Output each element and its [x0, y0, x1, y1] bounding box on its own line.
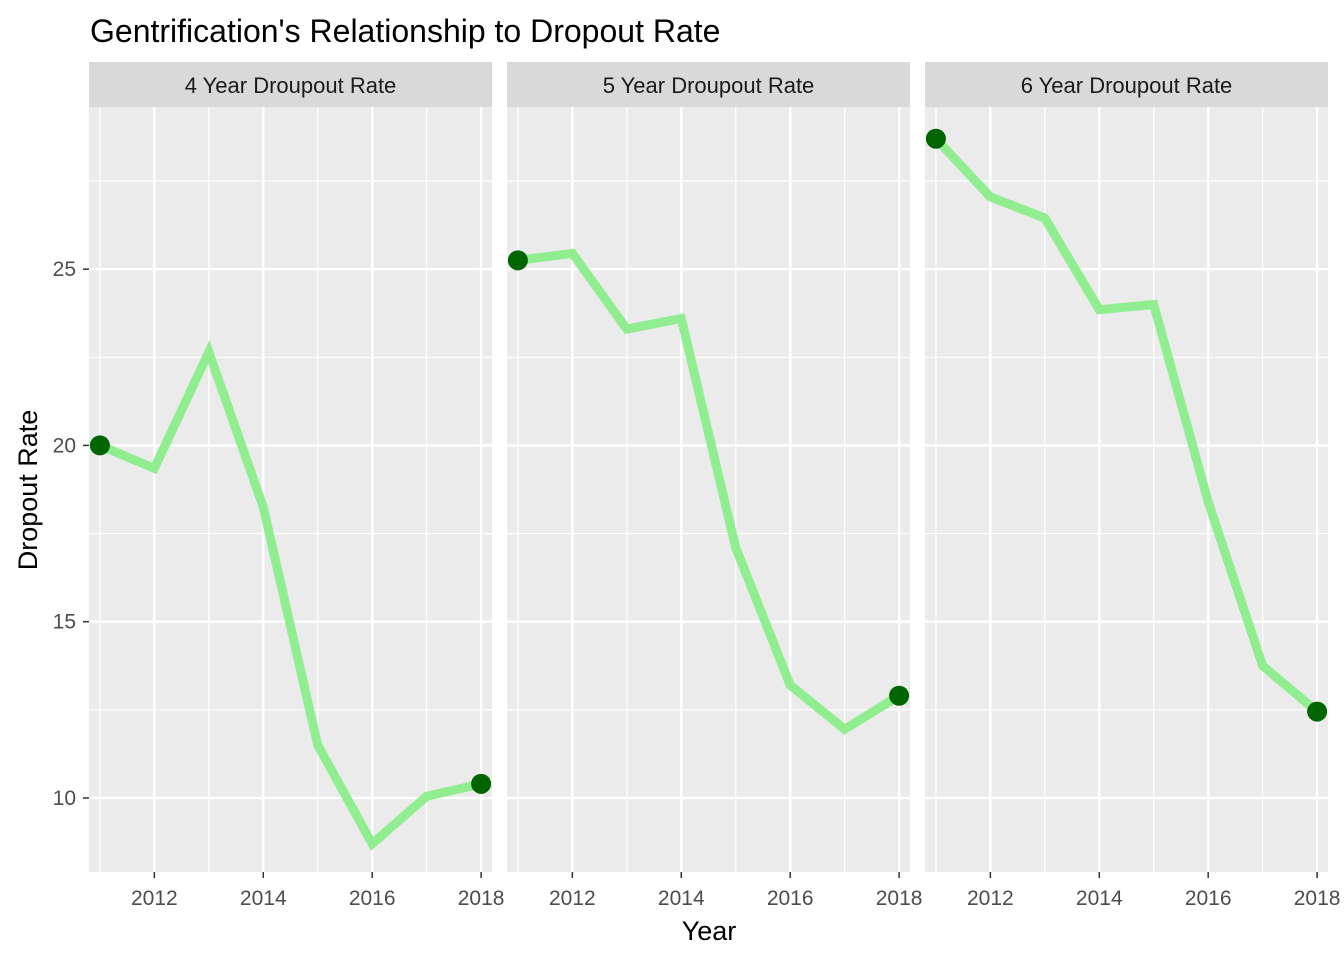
- end-point: [471, 773, 492, 794]
- y-tick-label: 25: [53, 258, 76, 281]
- panel-background: [89, 107, 492, 872]
- facet-panel: 5 Year Droupout Rate 2012 2014 2016 2018: [507, 62, 922, 910]
- y-axis: 10 15 20 25: [53, 258, 89, 810]
- x-tick-label: 2018: [458, 887, 505, 910]
- facet-strip-label: 5 Year Droupout Rate: [603, 73, 815, 98]
- y-tick-label: 15: [53, 611, 76, 634]
- y-axis-title: Dropout Rate: [13, 410, 43, 571]
- facet-strip: [925, 62, 1328, 107]
- start-point: [507, 250, 528, 271]
- chart-title: Gentrification's Relationship to Dropout…: [90, 13, 720, 49]
- end-point: [889, 685, 910, 706]
- x-tick-label: 2016: [1185, 887, 1232, 910]
- facet-strip-label: 4 Year Droupout Rate: [185, 73, 397, 98]
- x-tick-label: 2012: [131, 887, 178, 910]
- x-tick-label: 2012: [967, 887, 1014, 910]
- series-line: [98, 340, 483, 851]
- x-tick-label: 2014: [658, 887, 705, 910]
- series-line: [932, 135, 1321, 716]
- x-tick-label: 2018: [876, 887, 923, 910]
- x-tick-label: 2016: [349, 887, 396, 910]
- panel-background: [925, 107, 1328, 872]
- facet-panel: 6 Year Droupout Rate 2012 2014 2016 2018: [925, 62, 1340, 910]
- start-point: [925, 128, 946, 149]
- series-line: [517, 248, 902, 735]
- y-tick-label: 20: [53, 434, 76, 457]
- x-tick-label: 2018: [1294, 887, 1341, 910]
- panel-background: [507, 107, 910, 872]
- facet-strip: [89, 62, 492, 107]
- y-tick-label: 10: [53, 787, 76, 810]
- start-point: [89, 435, 110, 456]
- x-tick-label: 2014: [1076, 887, 1123, 910]
- x-tick-label: 2016: [767, 887, 814, 910]
- facet-panel: 4 Year Droupout Rate 2012 2014 2016 2018: [89, 62, 504, 910]
- facet-strip-label: 6 Year Droupout Rate: [1021, 73, 1233, 98]
- facet-strip: [507, 62, 910, 107]
- end-point: [1307, 701, 1328, 722]
- x-tick-label: 2014: [240, 887, 287, 910]
- x-axis-title: Year: [682, 916, 737, 946]
- x-tick-label: 2012: [549, 887, 596, 910]
